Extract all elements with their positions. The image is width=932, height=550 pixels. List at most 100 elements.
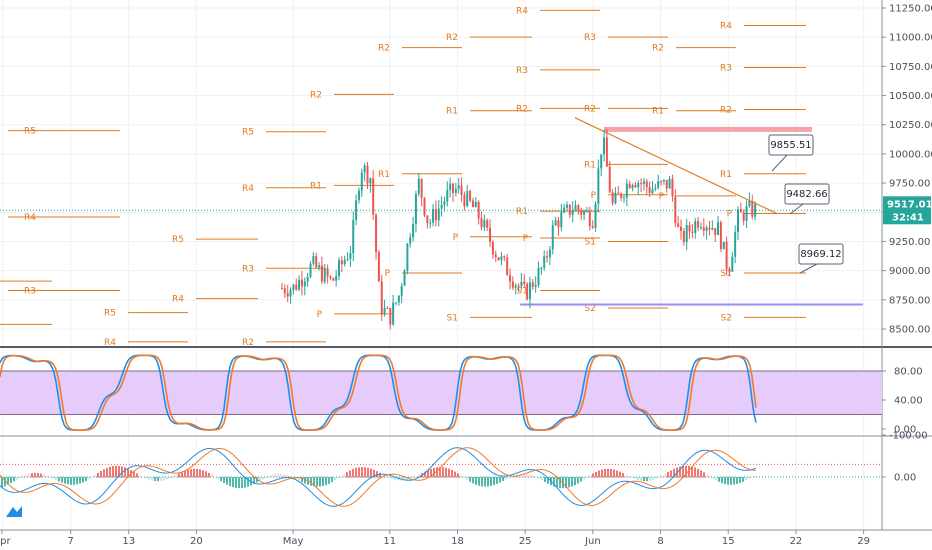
macd-bar [709,476,711,478]
candle-body [623,197,625,199]
macd-bar [580,477,582,482]
macd-bar [205,471,207,478]
macd-bar [274,474,276,478]
candle-body [491,241,494,255]
macd-bar [157,477,159,482]
macd-bar [547,477,549,484]
price-callout: 8969.12 [798,243,844,274]
macd-bar [109,466,111,478]
candle-body [685,225,688,243]
macd-bar [574,477,576,486]
macd-bar [586,477,588,478]
macd-bar [544,477,546,483]
macd-bar [238,477,240,489]
macd-bar [340,475,342,478]
macd-bar [634,477,636,480]
macd-bar [415,476,417,478]
macd-bar [436,467,438,478]
price-axis-label: 10750.00 [889,62,932,73]
macd-bar [640,477,642,481]
macd-bar [82,477,84,483]
macd-bar [304,477,306,484]
candle-body [728,269,731,272]
macd-bar [4,477,6,487]
candle-body [546,256,549,258]
price-callout: 9855.51 [768,134,814,172]
candle-body [594,204,597,228]
candle-body [737,209,739,232]
macd-bar [268,475,270,478]
candle-body [352,219,355,254]
macd-bar [556,477,558,488]
macd-bar [193,468,195,478]
candle-body [392,302,395,325]
candle-body [426,215,429,224]
candle-body [437,208,440,221]
candle-body [306,276,309,282]
macd-bar [127,468,129,478]
macd-bar [283,474,285,478]
candle-body [697,221,700,228]
macd-bar [43,474,45,478]
macd-bar [334,477,336,481]
macd-bar [88,477,90,480]
candle-body [403,270,406,286]
macd-bar [355,467,357,478]
candle-body [303,281,306,287]
candle-body [640,183,643,185]
pivot-label: P [591,191,597,201]
stochastic-axis-label: 40.00 [894,396,923,407]
candle-body [338,260,340,277]
price-axis-label: 11250.00 [889,4,932,15]
candle-body [494,254,497,258]
macd-bar [466,477,468,480]
candle-body [383,307,386,315]
candle-body [483,220,486,228]
macd-bar [541,477,543,481]
macd-bar [79,477,81,484]
macd-bar [118,465,120,478]
pivot-label: P [453,233,459,243]
callout-box [784,183,830,205]
grid [0,0,882,530]
candle-body [369,178,372,184]
candle-body [289,289,292,297]
macd-bar [442,467,444,478]
macd-bar [64,477,66,484]
macd-bar [85,477,87,481]
price-axis-label: 8750.00 [889,295,930,306]
pivot-label: R1 [516,207,528,217]
macd-bar [154,477,156,481]
macd-bar [733,477,735,485]
macd-axis-label: -100.00 [889,431,928,442]
candle-body [568,204,571,215]
candle-body [739,209,742,213]
macd-bar [673,468,675,478]
macd-bar [313,477,315,487]
candle-body [600,154,603,169]
macd-bar [601,469,603,478]
callout-box [798,243,844,265]
macd-bar [19,477,21,478]
macd-bar [409,477,411,480]
candle-body [531,282,534,287]
candle-body [332,278,335,281]
pivot-label: R1 [720,170,732,180]
macd-bar [631,477,633,478]
pivot-label: R5 [172,235,184,245]
macd-bar [661,475,663,478]
macd-bar [469,477,471,482]
pivot-label: R5 [24,127,36,137]
macd-bar [235,477,237,488]
macd-bar [604,468,606,478]
macd-bar [523,473,525,478]
macd-bar [100,470,102,478]
candle-body [386,307,389,309]
macd-bar [349,470,351,478]
macd-bar [571,477,573,487]
macd-bar [73,477,75,485]
last-price-badge [883,196,931,225]
macd-bar [310,477,312,486]
candle-body [434,208,437,221]
